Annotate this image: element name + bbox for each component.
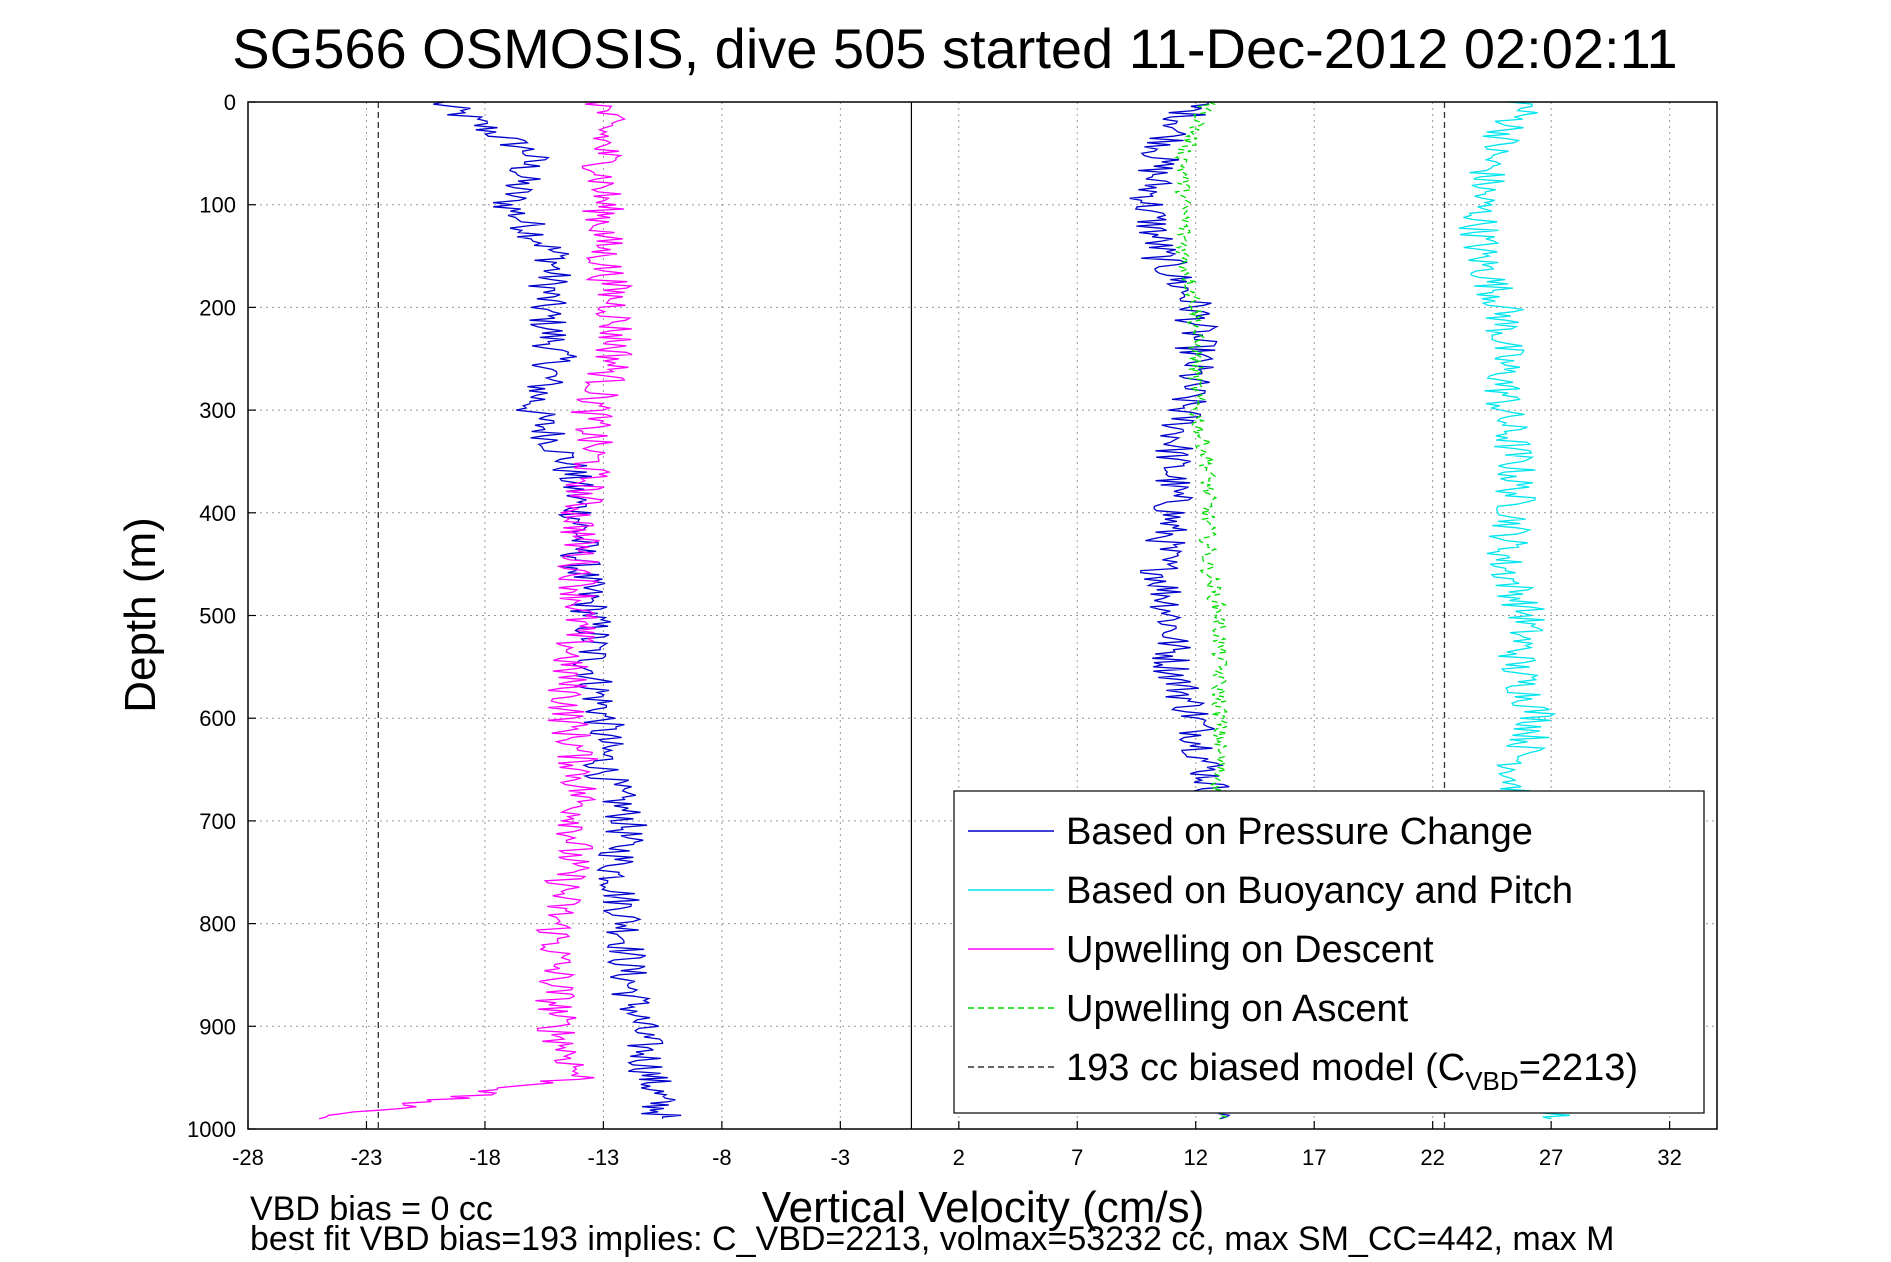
x-tick-label: 32: [1657, 1145, 1681, 1170]
legend-entry-label: 193 cc biased model (CVBD=2213): [1066, 1047, 1638, 1096]
x-tick-label: -8: [712, 1145, 732, 1170]
x-tick-label: -18: [469, 1145, 501, 1170]
y-tick-label: 700: [199, 809, 236, 834]
y-tick-label: 900: [199, 1014, 236, 1039]
legend: Based on Pressure Change Based on Buoyanc…: [953, 790, 1705, 1114]
y-tick-labels: 0 100 200 300 400 500 600 700 800 900 1000: [187, 90, 236, 1142]
series-based-on-pressure-change-descent: [433, 101, 682, 1119]
legend-entry-label: Based on Pressure Change: [1066, 811, 1533, 853]
x-tick-label: -13: [588, 1145, 620, 1170]
y-tick-label: 0: [224, 90, 236, 115]
x-tick-label: 7: [1071, 1145, 1083, 1170]
x-tick-label: 12: [1183, 1145, 1207, 1170]
y-tick-label: 600: [199, 706, 236, 731]
y-tick-label: 800: [199, 912, 236, 937]
legend-entry-label: Upwelling on Descent: [1066, 929, 1434, 971]
footer-line-2: best fit VBD bias=193 implies: C_VBD=221…: [250, 1220, 1614, 1258]
y-axis-label: Depth (m): [116, 517, 165, 713]
chart-title: SG566 OSMOSIS, dive 505 started 11-Dec-2…: [232, 17, 1677, 80]
y-tick-label: 100: [199, 193, 236, 218]
x-tick-label: -28: [232, 1145, 264, 1170]
x-tick-label: 27: [1539, 1145, 1563, 1170]
plot-frame: [247, 101, 1718, 1130]
x-tick-labels: -28 -23 -18 -13 -8 -3 2 7 12 17 22 27 32: [232, 1145, 1682, 1170]
x-tick-label: 22: [1420, 1145, 1444, 1170]
x-tick-label: 17: [1302, 1145, 1326, 1170]
legend-box: [953, 790, 1705, 1114]
y-tick-label: 300: [199, 398, 236, 423]
legend-entry-label: Based on Buoyancy and Pitch: [1066, 870, 1573, 912]
series-upwelling-on-descent-descent: [318, 101, 634, 1120]
y-tick-label: 500: [199, 604, 236, 629]
footer-line-1: VBD bias = 0 cc: [250, 1190, 493, 1228]
legend-entry-label: Upwelling on Ascent: [1066, 988, 1409, 1030]
x-tick-label: -23: [351, 1145, 383, 1170]
x-tick-label: -3: [831, 1145, 851, 1170]
y-tick-label: 400: [199, 501, 236, 526]
x-tick-label: 2: [953, 1145, 965, 1170]
y-tick-label: 1000: [187, 1117, 236, 1142]
x-axis-label: Vertical Velocity (cm/s): [762, 1183, 1205, 1232]
y-tick-label: 200: [199, 295, 236, 320]
